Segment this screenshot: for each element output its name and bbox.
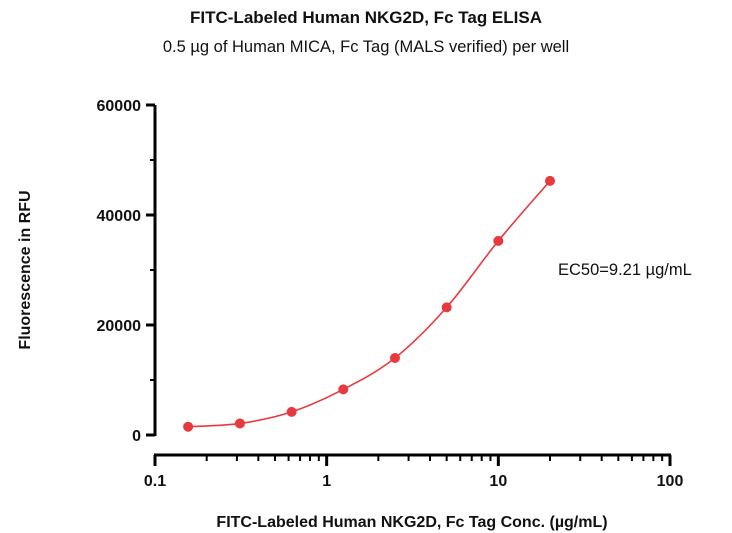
y-tick-label: 60000 (97, 98, 142, 115)
data-point (338, 384, 349, 395)
data-points (183, 175, 556, 432)
data-point (389, 353, 400, 363)
x-tick-label: 10 (489, 473, 507, 490)
chart-title: FITC-Labeled Human NKG2D, Fc Tag ELISA (190, 8, 542, 27)
x-axis-label: FITC-Labeled Human NKG2D, Fc Tag Conc. (… (216, 514, 607, 531)
ec50-annotation: EC50=9.21 µg/mL (558, 261, 692, 279)
data-point (493, 235, 504, 246)
data-point (183, 421, 194, 432)
chart-subtitle: 0.5 µg of Human MICA, Fc Tag (MALS verif… (162, 38, 570, 56)
y-tick-label: 20000 (97, 318, 142, 335)
data-point (441, 302, 452, 313)
tick-labels: 0 20000 40000 60000 0.1 1 10 100 (97, 98, 684, 490)
data-point (286, 406, 297, 417)
fit-curve (188, 180, 551, 428)
y-tick-label: 0 (132, 428, 141, 445)
x-tick-label: 1 (322, 473, 331, 490)
x-tick-label: 100 (657, 473, 684, 490)
data-point (545, 175, 556, 186)
fit-curve-layer (188, 180, 551, 428)
data-point (234, 418, 245, 429)
axes (146, 103, 672, 466)
y-tick-label: 40000 (97, 208, 142, 225)
y-axis-label: Fluorescence in RFU (17, 190, 34, 349)
x-tick-label: 0.1 (144, 473, 166, 490)
